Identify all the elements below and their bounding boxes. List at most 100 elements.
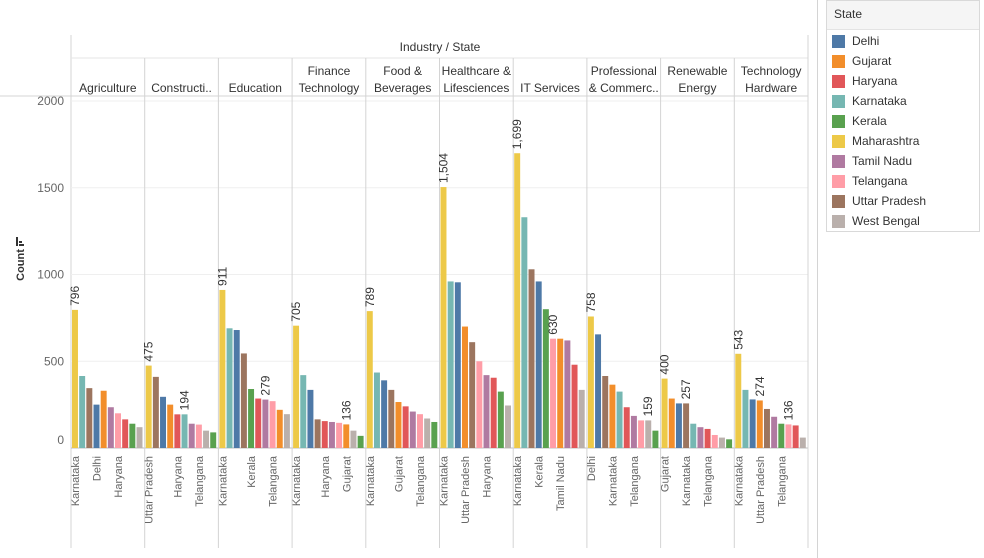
bar[interactable]: Maharashtra: 911	[219, 289, 226, 448]
bar[interactable]: West Bengal: 195	[283, 414, 290, 448]
legend-item[interactable]: Tamil Nadu	[832, 152, 912, 170]
bar[interactable]: Tamil Nadu: 235	[107, 407, 114, 448]
bar[interactable]: Telangana: 135	[195, 424, 202, 448]
bar[interactable]: Maharashtra: 475	[145, 365, 152, 448]
bar[interactable]: Uttar Pradesh: 165	[314, 419, 321, 448]
bar[interactable]: Delhi: 250	[93, 404, 100, 449]
bar[interactable]: Maharashtra: 705	[293, 325, 300, 448]
bar[interactable]: Karnataka: 335	[742, 389, 749, 448]
bar[interactable]: Delhi: 960	[535, 281, 542, 448]
bar[interactable]: Delhi: 390	[381, 380, 388, 448]
bar[interactable]: Uttar Pradesh: 415	[602, 376, 609, 448]
bar[interactable]: Telangana: 200	[115, 413, 121, 448]
bar[interactable]: Karnataka: 435	[373, 372, 380, 448]
bar[interactable]: Maharashtra: 758	[587, 316, 594, 448]
bar[interactable]: Karnataka: 194	[181, 414, 188, 448]
bar[interactable]: Haryana: 155	[321, 421, 328, 448]
bar[interactable]: Maharashtra: 1699	[514, 153, 521, 448]
bar[interactable]: Gujarat: 274	[756, 400, 763, 448]
bar[interactable]: West Bengal: 100	[350, 430, 357, 448]
bar[interactable]: Maharashtra: 789	[366, 311, 373, 448]
bar[interactable]: Tamil Nadu: 279	[262, 399, 269, 448]
bar[interactable]: Telangana: 136	[785, 424, 792, 448]
bar[interactable]: Karnataka: 960	[447, 281, 454, 448]
bar[interactable]: Telangana: 75	[711, 434, 718, 448]
bar[interactable]: West Bengal: 170	[424, 418, 431, 449]
bar[interactable]: Karnataka: 690	[226, 328, 233, 448]
legend-item[interactable]: Telangana	[832, 172, 907, 190]
bar[interactable]: Maharashtra: 400	[661, 378, 668, 448]
bar[interactable]: Telangana: 500	[476, 361, 483, 448]
bar[interactable]: Uttar Pradesh: 225	[763, 408, 770, 448]
bar[interactable]: Maharashtra: 1504	[440, 187, 447, 448]
bar[interactable]: Tamil Nadu: 120	[697, 427, 704, 448]
bar[interactable]: Gujarat: 250	[167, 404, 174, 449]
bar[interactable]: Kerala: 70	[357, 435, 364, 448]
legend-item[interactable]: Karnataka	[832, 92, 907, 110]
bar[interactable]: West Bengal: 60	[799, 437, 806, 448]
bar[interactable]: Gujarat: 136	[343, 424, 350, 448]
bar[interactable]: Kerala: 100	[652, 430, 659, 448]
bar[interactable]: Haryana: 235	[623, 407, 630, 448]
legend-item[interactable]: Haryana	[832, 72, 897, 90]
bar[interactable]: Gujarat: 700	[462, 326, 468, 448]
bar[interactable]: Tamil Nadu: 180	[771, 416, 778, 448]
bar[interactable]: Telangana: 159	[638, 420, 645, 448]
bar[interactable]: Haryana: 285	[255, 398, 262, 448]
bar[interactable]: Tamil Nadu: 210	[409, 411, 416, 448]
bar[interactable]: Haryana: 110	[704, 428, 711, 448]
bar[interactable]: West Bengal: 159	[645, 420, 652, 448]
sort-icon[interactable]	[16, 237, 24, 246]
bar[interactable]: Gujarat: 365	[609, 384, 616, 448]
bar[interactable]: Kerala: 140	[778, 423, 785, 448]
bar[interactable]: West Bengal: 120	[136, 427, 143, 448]
bar[interactable]: Kerala: 140	[129, 423, 136, 448]
legend-item[interactable]: Kerala	[832, 112, 887, 130]
bar[interactable]: Kerala: 150	[431, 421, 438, 448]
bar[interactable]: Kerala: 340	[248, 389, 255, 448]
bar[interactable]: Haryana: 405	[490, 377, 497, 448]
bar[interactable]: Telangana: 630	[550, 338, 557, 448]
bar[interactable]: Delhi: 655	[595, 334, 602, 448]
bar[interactable]: Tamil Nadu: 185	[630, 415, 637, 448]
bar[interactable]: Uttar Pradesh: 1030	[528, 269, 535, 448]
legend-item[interactable]: Gujarat	[832, 52, 891, 70]
bar[interactable]: Haryana: 480	[571, 364, 578, 448]
bar[interactable]: Kerala: 325	[497, 391, 504, 448]
bar[interactable]: Gujarat: 265	[395, 402, 402, 448]
bar[interactable]: Haryana: 165	[122, 419, 129, 448]
bar[interactable]: Uttar Pradesh: 610	[469, 342, 476, 448]
bar[interactable]: Telangana: 145	[336, 422, 343, 448]
legend-item[interactable]: West Bengal	[832, 212, 920, 230]
bar[interactable]: Tamil Nadu: 150	[328, 421, 335, 448]
bar[interactable]: West Bengal: 335	[578, 389, 585, 448]
bar[interactable]: Karnataka: 325	[616, 391, 623, 448]
bar[interactable]: Maharashtra: 796	[72, 309, 78, 448]
bar[interactable]: Uttar Pradesh: 257	[683, 403, 690, 448]
bar[interactable]: Gujarat: 330	[100, 390, 107, 448]
bar[interactable]: Haryana: 240	[402, 406, 409, 448]
bar[interactable]: Delhi: 680	[233, 330, 240, 448]
bar[interactable]: Karnataka: 1330	[521, 217, 528, 448]
legend-item[interactable]: Maharashtra	[832, 132, 919, 150]
bar[interactable]: West Bengal: 60	[718, 437, 725, 448]
bar[interactable]: Delhi: 335	[307, 389, 314, 448]
bar[interactable]: Kerala: 90	[210, 432, 217, 448]
bar[interactable]: Tamil Nadu: 140	[188, 423, 195, 448]
bar[interactable]: Karnataka: 415	[79, 376, 86, 448]
bar[interactable]: Kerala: 50	[726, 439, 733, 448]
bar[interactable]: Uttar Pradesh: 410	[152, 376, 159, 448]
bar[interactable]: Delhi: 257	[675, 403, 682, 448]
legend-item[interactable]: Uttar Pradesh	[832, 192, 926, 210]
bar[interactable]: West Bengal: 245	[505, 405, 511, 448]
bar[interactable]: Delhi: 295	[160, 396, 167, 448]
bar[interactable]: Haryana: 130	[792, 425, 799, 448]
bar[interactable]: Gujarat: 220	[276, 409, 283, 448]
legend-item[interactable]: Delhi	[832, 32, 879, 50]
bar[interactable]: West Bengal: 100	[203, 430, 210, 448]
bar[interactable]: Kerala: 800	[542, 309, 549, 448]
bar[interactable]: Telangana: 195	[416, 414, 423, 448]
bar[interactable]: Uttar Pradesh: 335	[388, 389, 395, 448]
bar[interactable]: Telangana: 270	[269, 401, 276, 448]
bar[interactable]: Uttar Pradesh: 345	[86, 388, 93, 448]
